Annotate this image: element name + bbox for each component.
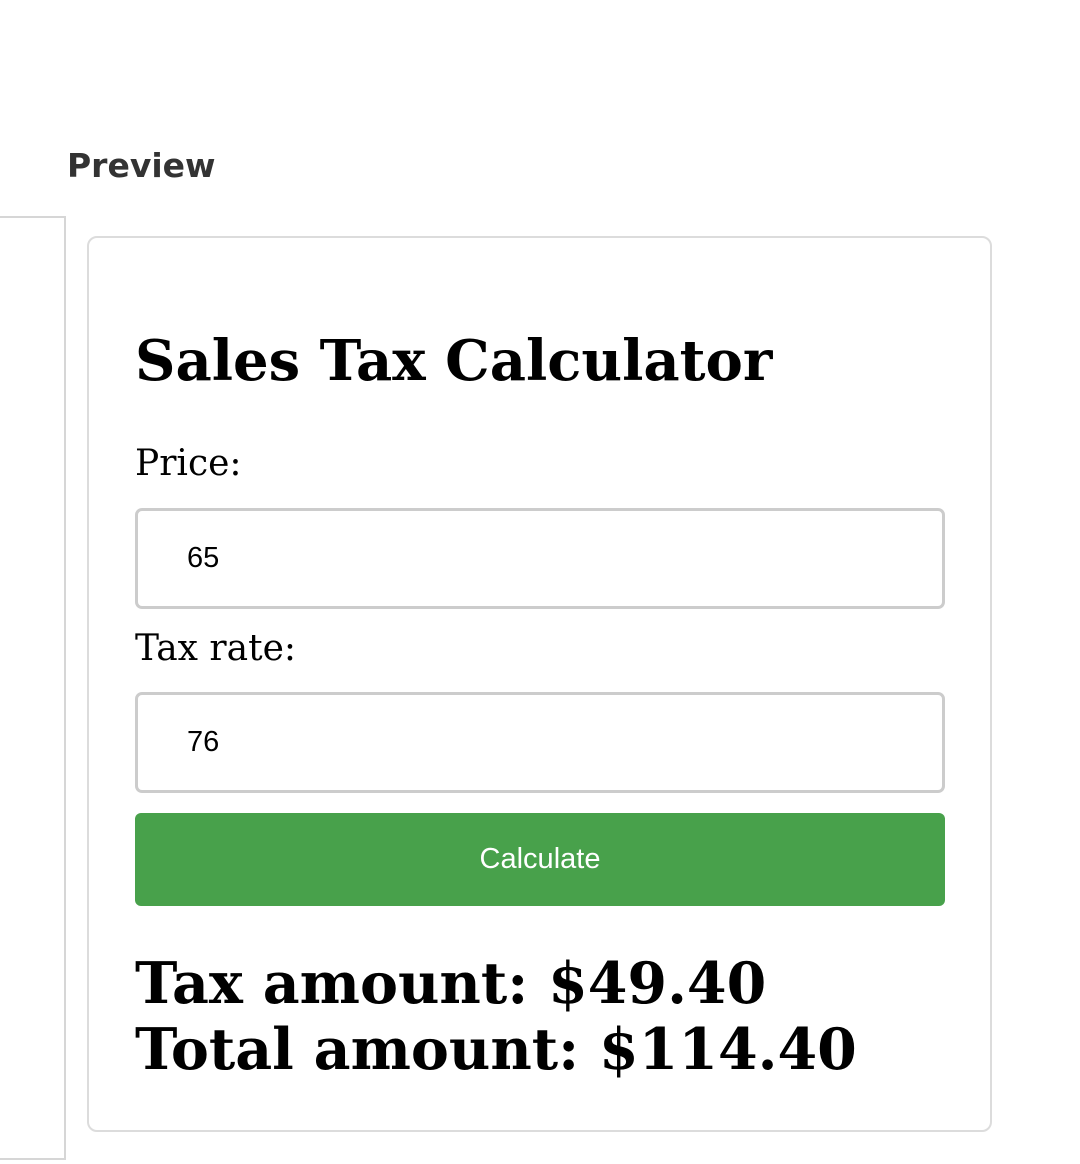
calculate-button[interactable]: Calculate: [135, 813, 945, 906]
tax-rate-input[interactable]: [135, 692, 945, 793]
preview-heading: Preview: [67, 146, 216, 185]
editor-panel: [0, 216, 66, 1160]
calculator-title: Sales Tax Calculator: [135, 328, 773, 394]
preview-card: [87, 236, 992, 1132]
total-amount-result: Total amount: $114.40: [135, 1016, 857, 1083]
tax-rate-label: Tax rate:: [135, 628, 296, 669]
price-label: Price:: [135, 443, 242, 484]
price-input[interactable]: [135, 508, 945, 609]
tax-amount-result: Tax amount: $49.40: [135, 950, 767, 1017]
